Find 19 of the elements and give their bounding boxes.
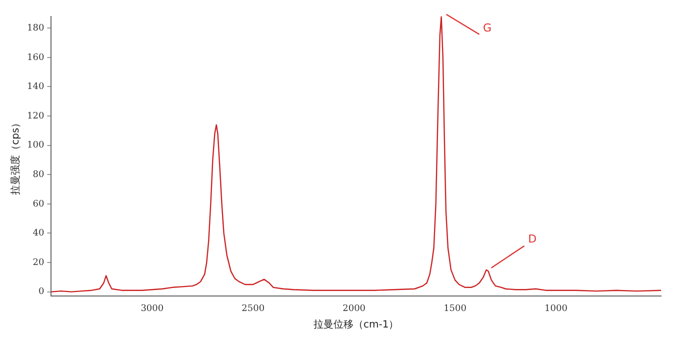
x-tick-label: 2000 [342,304,366,314]
y-tick-label: 180 [26,23,44,34]
y-axis-title: 拉曼强度（cps） [10,118,22,195]
x-axis-title: 拉曼位移（cm-1） [313,318,399,331]
y-tick-label: 140 [26,82,44,92]
x-tick-label: 1000 [544,304,568,314]
y-tick-label: 60 [32,199,44,210]
x-tick-label: 2500 [242,304,265,314]
x-tick-label: 1500 [444,304,467,314]
y-tick-label: 40 [32,228,44,239]
y-tick-label: 0 [38,287,44,298]
y-tick-label: 100 [26,140,44,151]
x-tick-label: 3000 [140,304,164,314]
y-tick-label: 160 [26,52,44,63]
y-tick-label: 120 [26,111,44,122]
y-tick-label: 20 [32,258,44,268]
annotation: D [528,232,537,246]
annotation: G [483,21,492,34]
y-tick-label: 80 [32,170,44,180]
